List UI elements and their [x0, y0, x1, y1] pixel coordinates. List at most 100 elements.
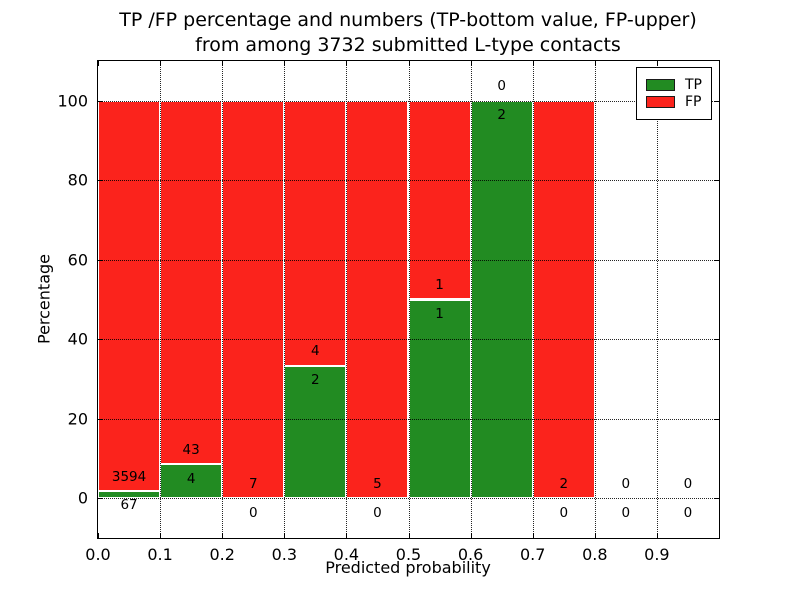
fp-count-label: 3594 — [111, 468, 147, 485]
bar-segment-fp — [160, 100, 223, 465]
x-tick-label: 0.6 — [457, 545, 484, 564]
legend: TP FP — [636, 67, 712, 120]
x-tick-label: 0.9 — [644, 545, 670, 564]
fp-count-label: 5 — [373, 475, 382, 492]
tp-count-label: 4 — [186, 470, 196, 487]
x-tick-mark-bottom — [222, 533, 224, 538]
bar-segment-fp — [222, 100, 285, 499]
x-tick-mark-bottom — [160, 533, 162, 538]
legend-entry-tp: TP — [646, 78, 702, 92]
x-tick-mark-top — [594, 61, 596, 66]
tp-count-label: 0 — [559, 504, 569, 521]
x-tick-mark-bottom — [594, 533, 596, 538]
legend-swatch-fp — [646, 96, 675, 108]
y-tick-label: 40 — [67, 329, 88, 349]
bar-segment-fp — [346, 100, 409, 499]
y-tick-label: 20 — [67, 409, 88, 429]
x-gridline — [532, 61, 534, 538]
x-gridline — [160, 61, 162, 538]
legend-label-tp: TP — [685, 77, 702, 93]
fp-count-label: 4 — [311, 343, 320, 360]
tp-count-label: 2 — [311, 372, 320, 389]
y-tick-mark-right — [714, 339, 719, 341]
y-tick-label: 100 — [57, 91, 88, 111]
bar-segment-tp — [98, 490, 161, 499]
x-gridline — [656, 61, 658, 538]
tp-count-label: 0 — [621, 504, 631, 521]
bar-segment-fp — [98, 100, 161, 491]
x-gridline — [470, 61, 472, 538]
y-tick-mark-right — [714, 180, 719, 182]
y-tick-mark-left — [98, 180, 103, 182]
tp-count-label: 0 — [248, 504, 258, 521]
tp-count-label: 1 — [435, 305, 444, 322]
y-tick-mark-right — [714, 418, 719, 420]
bar-segment-tp — [470, 100, 533, 499]
y-tick-mark-right — [714, 498, 719, 500]
x-tick-label: 0.1 — [147, 545, 173, 564]
chart-title-line1: TP /FP percentage and numbers (TP-bottom… — [119, 9, 697, 31]
x-tick-mark-top — [160, 61, 162, 66]
x-tick-mark-bottom — [408, 533, 410, 538]
tp-count-label: 0 — [683, 504, 693, 521]
x-gridline — [346, 61, 348, 538]
y-tick-mark-left — [98, 339, 103, 341]
y-tick-label: 60 — [67, 250, 88, 270]
fp-count-label: 7 — [248, 475, 258, 492]
x-tick-mark-top — [222, 61, 224, 66]
bar-segment-tp — [408, 299, 471, 499]
x-tick-label: 0.8 — [582, 545, 608, 564]
x-tick-mark-top — [346, 61, 348, 66]
tp-count-label: 2 — [497, 107, 506, 124]
legend-label-fp: FP — [685, 94, 702, 110]
x-tick-mark-bottom — [346, 533, 348, 538]
y-axis-label: Percentage — [34, 253, 54, 345]
x-gridline — [408, 61, 410, 538]
x-tick-mark-top — [532, 61, 534, 66]
x-tick-label: 0.5 — [395, 545, 422, 564]
bar-segment-tp — [160, 464, 223, 499]
x-tick-label: 0.2 — [209, 545, 235, 564]
y-tick-label: 80 — [67, 170, 88, 190]
x-tick-mark-top — [98, 61, 99, 66]
legend-entry-fp: FP — [646, 95, 702, 109]
fp-count-label: 0 — [621, 475, 631, 492]
fp-count-label: 2 — [559, 475, 569, 492]
x-tick-mark-bottom — [532, 533, 534, 538]
legend-entries: TP FP — [646, 78, 702, 109]
y-tick-label: 0 — [77, 488, 88, 508]
fp-count-label: 43 — [182, 442, 200, 459]
x-tick-label: 0.4 — [333, 545, 360, 564]
x-tick-mark-top — [284, 61, 286, 66]
chart-title-line2: from among 3732 submitted L-type contact… — [195, 34, 621, 56]
x-tick-mark-bottom — [98, 533, 99, 538]
x-tick-mark-bottom — [470, 533, 472, 538]
y-tick-mark-left — [98, 498, 103, 500]
x-tick-mark-top — [470, 61, 472, 66]
y-tick-mark-left — [98, 418, 103, 420]
bar-segment-fp — [408, 100, 471, 300]
chart-title: TP /FP percentage and numbers (TP-bottom… — [97, 8, 719, 58]
y-tick-mark-left — [98, 259, 103, 261]
x-tick-mark-top — [656, 61, 658, 66]
y-tick-mark-right — [714, 100, 719, 102]
x-gridline — [284, 61, 286, 538]
x-gridline — [594, 61, 596, 538]
fp-count-label: 1 — [435, 277, 444, 294]
x-tick-mark-top — [408, 61, 410, 66]
x-gridline — [222, 61, 224, 538]
y-tick-mark-right — [714, 259, 719, 261]
fp-count-label: 0 — [497, 78, 506, 95]
tp-count-label: 67 — [120, 497, 138, 514]
x-tick-label: 0.0 — [85, 545, 111, 564]
x-tick-mark-bottom — [656, 533, 658, 538]
bar-segment-fp — [284, 100, 347, 366]
tp-count-label: 0 — [373, 504, 382, 521]
legend-swatch-tp — [646, 79, 675, 91]
bar-segment-fp — [532, 100, 595, 499]
y-tick-mark-left — [98, 100, 103, 102]
x-tick-label: 0.3 — [271, 545, 298, 564]
x-tick-mark-bottom — [284, 533, 286, 538]
fp-count-label: 0 — [683, 475, 693, 492]
